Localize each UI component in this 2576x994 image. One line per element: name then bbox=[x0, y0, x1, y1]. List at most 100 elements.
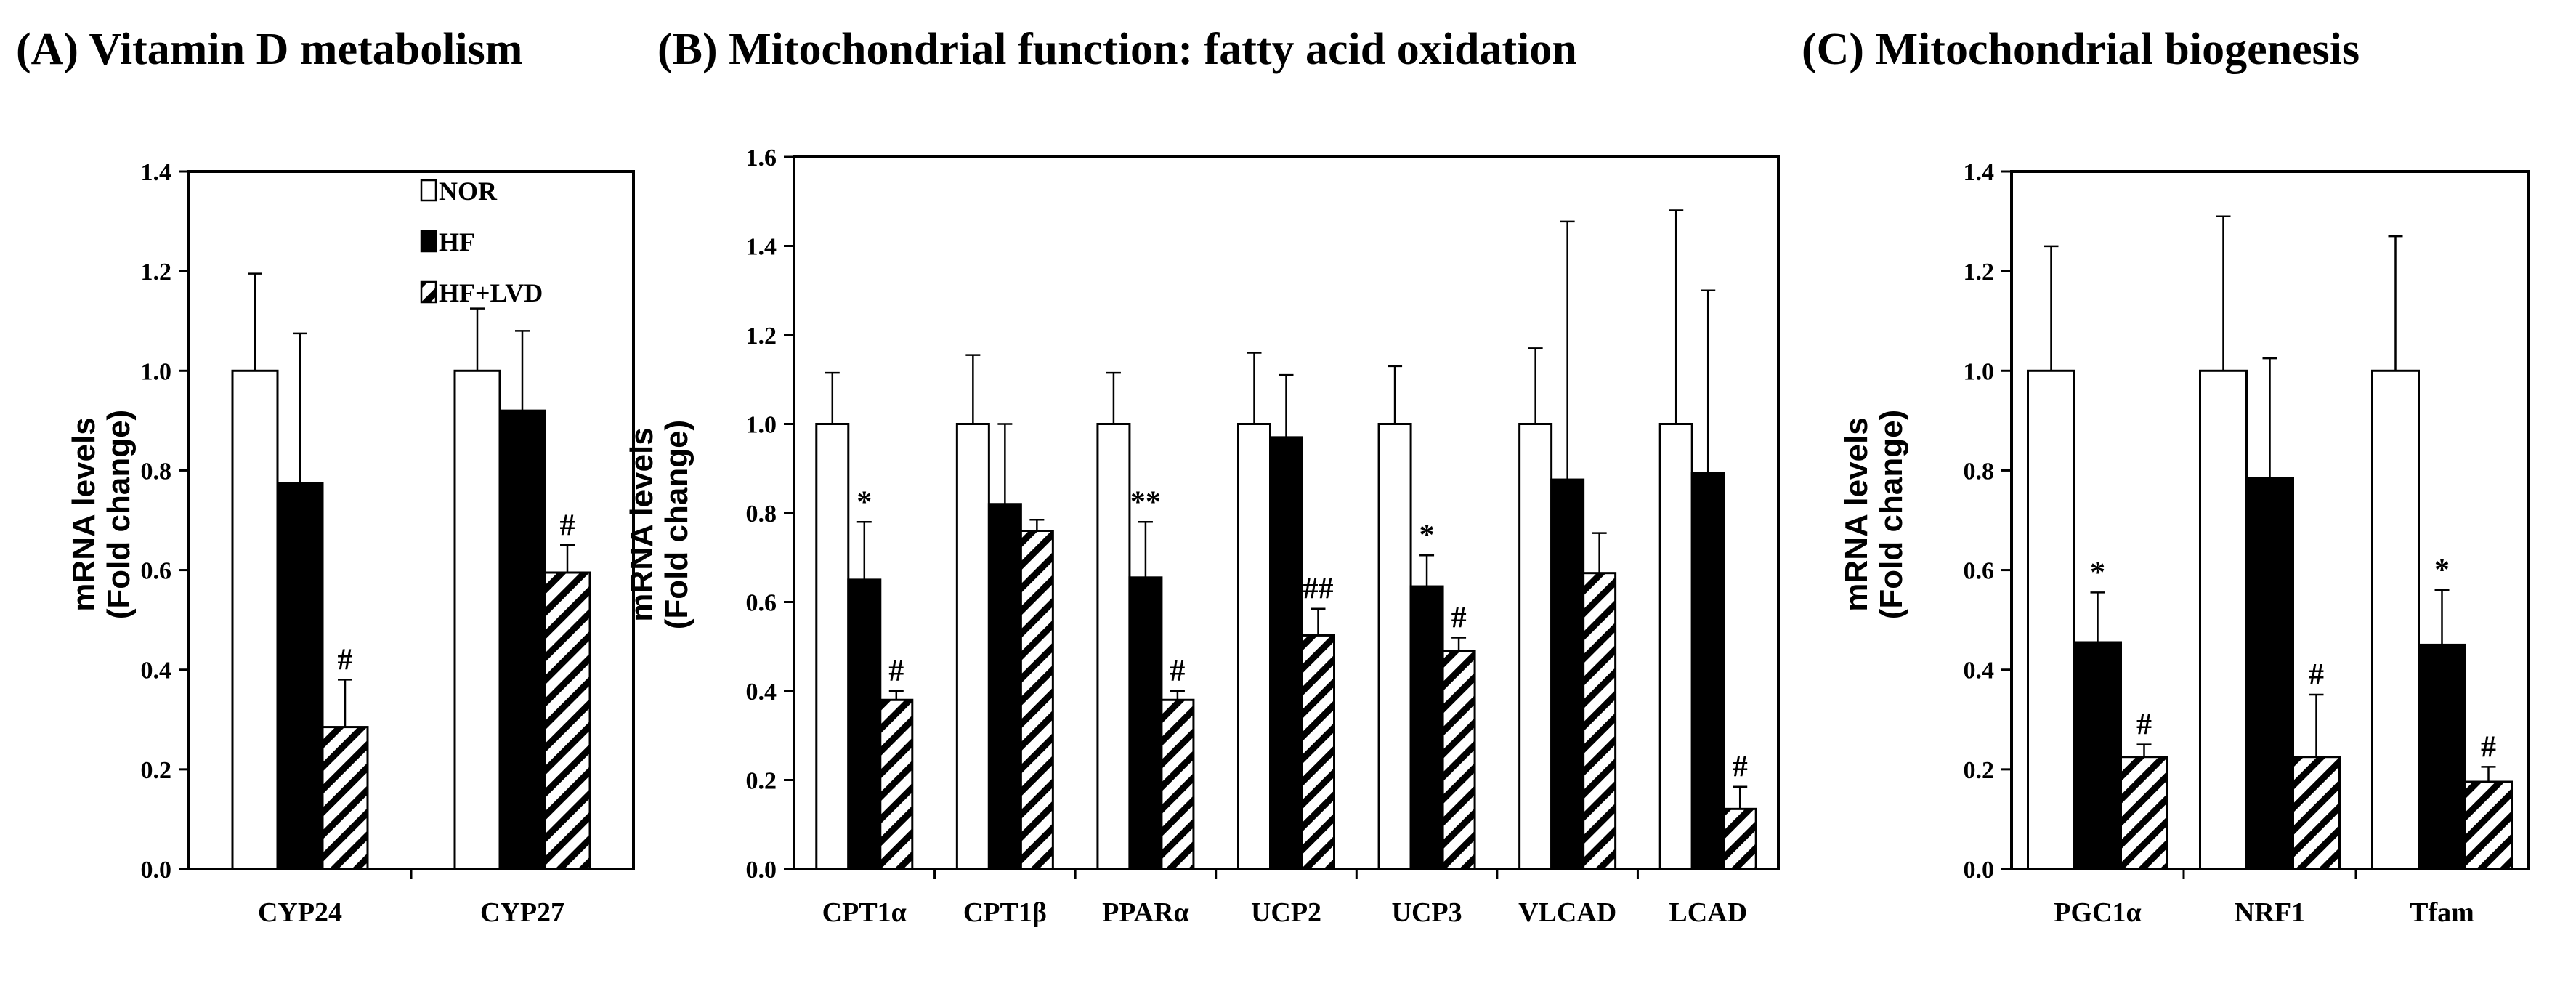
panel-b-significance-mark: ** bbox=[1130, 485, 1161, 519]
panel-b-bar-hf-lvd bbox=[1722, 807, 1757, 870]
panel-b-chart: 0.0 0.2 0.4 0.6 0.8 1.0 1.2 1.4 1.6 CPT1α * # CPT1β P… bbox=[746, 145, 1780, 928]
legend-label-hf: HF bbox=[439, 227, 475, 256]
panel-b-y-tick-label: 1.2 bbox=[746, 323, 777, 349]
panel-b-category-label: CPT1β bbox=[963, 897, 1047, 928]
panel-b-significance-mark: # bbox=[1451, 602, 1467, 635]
panel-b-bar-hf-lvd bbox=[1582, 572, 1617, 870]
panel-c-significance-mark: * bbox=[2434, 554, 2450, 587]
panel-a-category-label: CYP27 bbox=[480, 897, 564, 928]
panel-a-y-tick-label: 0.0 bbox=[141, 857, 172, 884]
panel-b-bar-nor bbox=[1377, 423, 1412, 870]
legend-label-nor: NOR bbox=[439, 177, 498, 206]
panel-b-y-tick-label: 0.4 bbox=[746, 679, 777, 706]
panel-c-chart: 0.0 0.2 0.4 0.6 0.8 1.0 1.2 1.4 PGC1α * # NRF1 # Tfam… bbox=[1964, 159, 2530, 928]
legend-swatch-nor bbox=[420, 179, 437, 202]
panel-b-y-tick-label: 0.0 bbox=[746, 857, 777, 884]
legend: NOR HF HF+LVD bbox=[420, 177, 543, 307]
panel-a-category-label: CYP24 bbox=[258, 897, 342, 928]
panel-c-bar-hf bbox=[2245, 477, 2294, 870]
panel-a-bar-hf-lvd bbox=[321, 726, 369, 870]
panel-a-chart: 0.0 0.2 0.4 0.6 0.8 1.0 1.2 1.4 CYP24 # CYP27 # bbox=[141, 159, 635, 928]
panel-b-bar-hf-lvd bbox=[1160, 698, 1195, 870]
panel-c-y-tick-label: 0.4 bbox=[1964, 658, 1995, 684]
panel-b-y-tick-label: 0.8 bbox=[746, 501, 777, 528]
panel-c-y-tick-label: 0.6 bbox=[1964, 558, 1995, 585]
panel-b-bar-nor bbox=[1658, 423, 1693, 870]
panel-a-y-tick-label: 0.6 bbox=[141, 558, 172, 585]
panel-b-category-label: UCP3 bbox=[1392, 897, 1462, 928]
legend-swatch-hf-lvd bbox=[420, 280, 437, 304]
panel-b-significance-mark: # bbox=[1170, 655, 1185, 688]
panel-a-y-tick-label: 1.0 bbox=[141, 358, 172, 385]
panel-a-title: (A) Vitamin D metabolism bbox=[16, 25, 522, 74]
panel-b-bar-hf-lvd bbox=[1301, 634, 1335, 870]
panel-c-y-tick-label: 0.2 bbox=[1964, 757, 1995, 784]
panel-c-ylabel-line2: (Fold change) bbox=[1874, 410, 1909, 619]
panel-b-bar-hf-lvd bbox=[1019, 530, 1054, 870]
panel-b-y-tick-label: 1.6 bbox=[746, 145, 777, 171]
panel-a-y-tick-label: 0.2 bbox=[141, 757, 172, 784]
panel-a-ylabel-line2: (Fold change) bbox=[101, 410, 137, 619]
panel-b-bar-hf bbox=[987, 503, 1022, 870]
panel-b-category-label: CPT1α bbox=[822, 897, 907, 928]
panel-c-bar-hf-lvd bbox=[2292, 756, 2341, 870]
panel-c-significance-mark: * bbox=[2090, 556, 2105, 589]
panel-c-y-axis-label: mRNA levels (Fold change) bbox=[1839, 410, 1909, 619]
panel-b-ylabel-line1: mRNA levels bbox=[624, 427, 660, 621]
panel-a-bar-nor bbox=[231, 369, 279, 870]
panel-c-bar-hf bbox=[2418, 643, 2466, 870]
panel-b-bar-hf-lvd bbox=[1441, 650, 1476, 870]
panel-a-bar-hf-lvd bbox=[543, 571, 591, 870]
panel-b-y-axis-label: mRNA levels (Fold change) bbox=[624, 420, 694, 629]
panel-c-bar-hf-lvd bbox=[2120, 756, 2168, 870]
legend-label-hf-lvd: HF+LVD bbox=[439, 278, 543, 307]
panel-b-category-label: VLCAD bbox=[1518, 897, 1616, 928]
panel-a-significance-mark: # bbox=[560, 509, 575, 542]
panel-a-ylabel-line1: mRNA levels bbox=[66, 417, 102, 611]
panel-b-bar-nor bbox=[955, 423, 990, 870]
panel-b-bar-hf bbox=[1128, 576, 1163, 870]
panel-c-bar-nor bbox=[2027, 369, 2075, 870]
panel-b-category-label: PPARα bbox=[1102, 897, 1189, 928]
panel-a-significance-mark: # bbox=[338, 643, 353, 676]
panel-b-significance-mark: # bbox=[1733, 751, 1748, 784]
panel-a-bar-hf bbox=[276, 482, 324, 870]
panel-c-significance-mark: # bbox=[2309, 658, 2324, 692]
panel-c-significance-mark: # bbox=[2481, 730, 2496, 764]
panel-b-bar-nor bbox=[1518, 423, 1553, 870]
panel-b-bar-hf bbox=[847, 578, 882, 870]
panel-b-bar-hf bbox=[1409, 585, 1444, 870]
panel-c-ylabel-line1: mRNA levels bbox=[1839, 417, 1874, 611]
panel-b-title: (B) Mitochondrial function: fatty acid o… bbox=[657, 25, 1577, 74]
panel-b-significance-mark: ## bbox=[1303, 573, 1334, 606]
panel-c-y-tick-label: 1.2 bbox=[1964, 259, 1995, 286]
panel-c-significance-mark: # bbox=[2136, 708, 2152, 742]
panel-c-category-label: Tfam bbox=[2410, 897, 2474, 928]
legend-swatch-hf bbox=[420, 230, 437, 253]
panel-a-bar-hf bbox=[498, 409, 546, 870]
panel-b-significance-mark: * bbox=[856, 485, 872, 519]
panel-a-y-axis-label: mRNA levels (Fold change) bbox=[66, 410, 137, 619]
panel-b-category-label: UCP2 bbox=[1251, 897, 1321, 928]
panel-b-significance-mark: # bbox=[888, 655, 904, 688]
panel-a-y-tick-label: 1.4 bbox=[141, 159, 172, 186]
panel-c-y-tick-label: 1.4 bbox=[1964, 159, 1995, 186]
panel-c-bar-hf bbox=[2073, 641, 2122, 870]
panel-c-bar-hf-lvd bbox=[2464, 780, 2513, 870]
panel-b-bar-nor bbox=[1096, 423, 1131, 870]
panel-c-bar-nor bbox=[2371, 369, 2420, 870]
panel-b-bar-hf bbox=[1550, 478, 1585, 870]
panel-a-y-tick-label: 0.4 bbox=[141, 658, 172, 684]
panel-a-y-tick-label: 1.2 bbox=[141, 259, 172, 286]
panel-b-bar-nor bbox=[815, 423, 850, 870]
panel-b-bar-hf bbox=[1269, 436, 1303, 870]
panel-b-y-tick-label: 1.0 bbox=[746, 412, 777, 439]
panel-b-ylabel-line2: (Fold change) bbox=[659, 420, 694, 629]
panel-c-category-label: NRF1 bbox=[2235, 897, 2305, 928]
panel-c-title: (C) Mitochondrial biogenesis bbox=[1802, 25, 2360, 74]
panel-c-category-label: PGC1α bbox=[2054, 897, 2141, 928]
panel-c-y-tick-label: 1.0 bbox=[1964, 358, 1995, 385]
panel-b-bar-nor bbox=[1237, 423, 1271, 870]
panel-b-y-tick-label: 0.6 bbox=[746, 590, 777, 617]
